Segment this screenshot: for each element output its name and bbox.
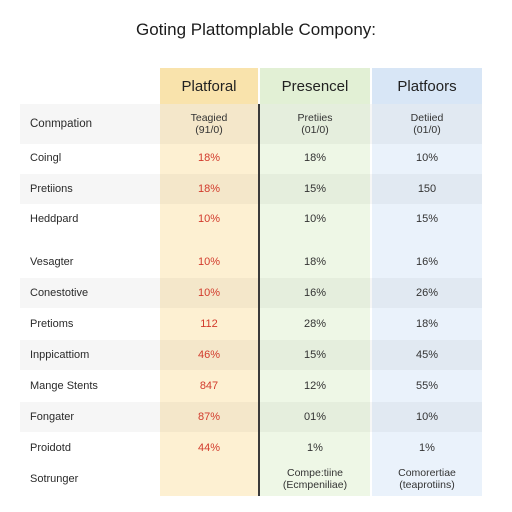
row-label: Proidotd [30, 442, 71, 454]
cell-line: Teagied [190, 112, 228, 124]
row-label: Mange Stents [30, 380, 98, 392]
cell-platforal: Teagied (91/0) [160, 109, 258, 139]
cell-presencel: Pretiies (01/0) [260, 109, 370, 139]
cell-presencel: Compe:tiine (Ecmpeniliae) [260, 462, 370, 496]
table-row: Heddpard 10% 10% 15% [20, 204, 482, 234]
cell-platfoors: 1% [419, 442, 435, 454]
cell-platfoors: Comorertiae (teaprotiins) [372, 462, 482, 496]
cell-platfoors: Detiied (01/0) [372, 109, 482, 139]
cell-platforal: 112 [200, 318, 218, 330]
cell-platfoors: 55% [415, 380, 439, 392]
cell-line: Comorertiae [398, 467, 456, 479]
cell-platfoors: 15% [415, 213, 439, 225]
table-row: Proidotd 44% 1% 1% [20, 433, 482, 463]
column-header-presencel: Presencel [260, 68, 370, 104]
row-label: Vesagter [30, 256, 74, 268]
table-header-row: Conmpation Teagied (91/0) Pretiies (01/0… [20, 109, 482, 139]
cell-presencel: 28% [303, 318, 327, 330]
table-row: Inppicattiom 46% 15% 45% [20, 340, 482, 370]
column-platfoors-background [372, 68, 482, 496]
cell-platforal [160, 462, 258, 496]
table-row: Fongater 87% 01% 10% [20, 402, 482, 432]
column-platforal-background [160, 68, 258, 496]
cell-presencel: 10% [303, 213, 327, 225]
row-label: Pretiions [30, 183, 73, 195]
cell-presencel: 12% [303, 380, 327, 392]
row-label: Conestotive [30, 287, 89, 299]
table-row: Vesagter 10% 18% 16% [20, 247, 482, 277]
row-label: Coingl [30, 152, 62, 164]
cell-platfoors: 16% [415, 256, 439, 268]
cell-presencel: 01% [303, 411, 327, 423]
cell-platfoors: 150 [417, 183, 437, 195]
cell-presencel: 15% [303, 183, 327, 195]
cell-platfoors: 10% [415, 152, 439, 164]
cell-platfoors: 26% [415, 287, 439, 299]
cell-platforal: 10% [197, 213, 221, 225]
page-title: Goting Plattomplable Compony: [135, 20, 377, 39]
table-row: Pretioms 112 28% 18% [20, 309, 482, 339]
cell-line: (91/0) [195, 124, 223, 136]
cell-line: Detiied [410, 112, 444, 124]
table-row: Coingl 18% 18% 10% [20, 143, 482, 173]
table-row: Mange Stents 847 12% 55% [20, 371, 482, 401]
row-label: Pretioms [30, 318, 74, 330]
row-label: Inppicattiom [30, 349, 90, 361]
cell-line: (teaprotiins) [399, 479, 455, 491]
table-footer-row: Sotrunger Compe:tiine (Ecmpeniliae) Como… [20, 462, 482, 496]
cell-platfoors: 18% [415, 318, 439, 330]
column-header-platfoors: Platfoors [372, 68, 482, 104]
row-label: Sotrunger [30, 473, 79, 485]
cell-platforal: 10% [197, 287, 221, 299]
column-presencel-background [260, 68, 370, 496]
cell-line: Pretiies [297, 112, 333, 124]
cell-platforal: 18% [197, 183, 221, 195]
cell-platfoors: 45% [415, 349, 439, 361]
cell-platforal: 87% [197, 411, 221, 423]
cell-platforal: 18% [197, 152, 221, 164]
row-label: Heddpard [30, 213, 79, 225]
cell-line: Compe:tiine [286, 467, 344, 479]
cell-platfoors: 10% [415, 411, 439, 423]
row-label: Conmpation [30, 118, 93, 130]
column-divider [258, 104, 260, 496]
cell-platforal: 10% [197, 256, 221, 268]
row-label: Fongater [30, 411, 75, 423]
table-row: Pretiions 18% 15% 150 [20, 174, 482, 204]
cell-platforal: 847 [199, 380, 219, 392]
cell-presencel: 1% [307, 442, 323, 454]
cell-presencel: 18% [303, 256, 327, 268]
cell-presencel: 16% [303, 287, 327, 299]
cell-presencel: 15% [303, 349, 327, 361]
table-row: Conestotive 10% 16% 26% [20, 278, 482, 308]
cell-presencel: 18% [303, 152, 327, 164]
column-header-platforal: Platforal [160, 68, 258, 104]
cell-platforal: 44% [197, 442, 221, 454]
cell-line: (Ecmpeniliae) [282, 479, 348, 491]
cell-line: (01/0) [413, 124, 441, 136]
cell-line: (01/0) [301, 124, 329, 136]
cell-platforal: 46% [197, 349, 221, 361]
